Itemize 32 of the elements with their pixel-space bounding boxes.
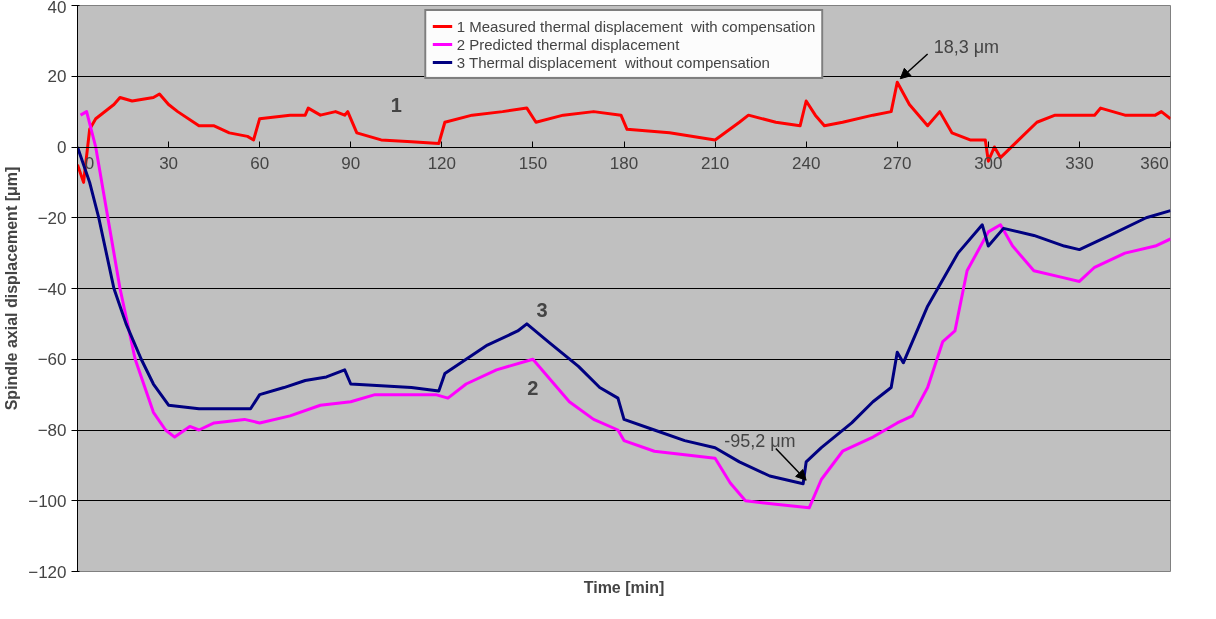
annotation: 18,3 μm xyxy=(933,36,1000,57)
y-tick-label: 40 xyxy=(47,0,67,17)
x-tick-label: 30 xyxy=(159,154,179,173)
annotation: 2 xyxy=(527,376,539,399)
x-tick-label: 270 xyxy=(883,154,912,173)
x-tick-label: 60 xyxy=(250,154,270,173)
x-tick-label: 300 xyxy=(974,154,1003,173)
annotation: 3 xyxy=(536,298,548,321)
legend-label: 2 Predicted thermal displacement xyxy=(456,35,680,53)
y-axis-title: Spindle axial displacement [μm] xyxy=(3,166,21,411)
x-tick-label: 330 xyxy=(1065,154,1094,173)
x-tick-label: 240 xyxy=(791,154,821,173)
y-tick-label: −80 xyxy=(37,421,67,440)
y-tick-label: −40 xyxy=(37,279,67,299)
legend-label: 3 Thermal displacement without compensation xyxy=(456,53,770,71)
x-tick-label: 180 xyxy=(609,154,639,173)
y-tick-label: 0 xyxy=(57,138,67,157)
x-tick-label: 150 xyxy=(518,154,548,173)
annotation: -95,2 μm xyxy=(724,431,796,452)
y-tick-label: −60 xyxy=(37,350,67,370)
y-tick-label: −20 xyxy=(37,208,67,228)
y-tick-label: 20 xyxy=(47,67,67,87)
line-series xyxy=(77,80,1171,184)
y-tick-label: −100 xyxy=(28,491,67,511)
x-tick-label: 210 xyxy=(700,154,730,173)
x-tick-label: 360 xyxy=(1140,154,1169,173)
x-axis-title: Time [min] xyxy=(583,578,665,596)
annotation: 1 xyxy=(390,93,402,116)
legend-label: 1 Measured thermal displacement with compensation xyxy=(456,17,816,35)
x-tick-label: 90 xyxy=(341,154,361,173)
x-tick-label: 120 xyxy=(427,154,457,173)
y-tick-label: −120 xyxy=(28,562,67,582)
